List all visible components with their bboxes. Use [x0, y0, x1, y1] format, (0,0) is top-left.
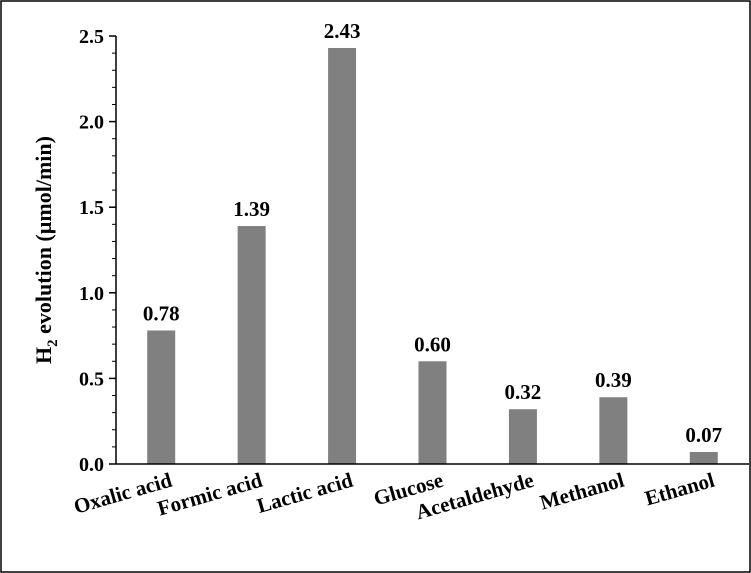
data-labels: 0.78 1.39 2.43 0.60 0.32 0.39 0.07	[143, 19, 722, 447]
bar	[328, 47, 357, 464]
bar	[599, 397, 628, 464]
y-axis-title-main: H	[31, 347, 56, 364]
data-label: 0.39	[595, 368, 632, 392]
y-axis-title: H2 evolution (µmol/min)	[31, 136, 61, 364]
data-label: 0.07	[685, 423, 722, 447]
data-label: 2.43	[324, 19, 361, 43]
bars	[147, 47, 718, 464]
bar	[689, 452, 718, 464]
y-tick-label: 1.0	[79, 283, 104, 305]
y-tick-label: 2.0	[79, 112, 104, 134]
y-tick-label: 0.5	[79, 368, 104, 390]
bar	[147, 330, 176, 464]
y-axis-title-rest: evolution (µmol/min)	[31, 136, 56, 339]
y-axis-title-subscript: 2	[45, 339, 61, 347]
data-label: 0.32	[505, 380, 542, 404]
y-axis-ticks: 0.0 0.5 1.0 1.5 2.0 2.5	[79, 26, 116, 476]
data-label: 0.78	[143, 301, 180, 325]
bar	[418, 361, 447, 464]
data-label: 1.39	[233, 197, 270, 221]
y-tick-label: 2.5	[79, 26, 104, 48]
y-tick-label: 1.5	[79, 197, 104, 219]
y-tick-label: 0.0	[79, 454, 104, 476]
data-label: 0.60	[414, 332, 451, 356]
bar	[508, 409, 537, 464]
bar	[237, 226, 266, 464]
